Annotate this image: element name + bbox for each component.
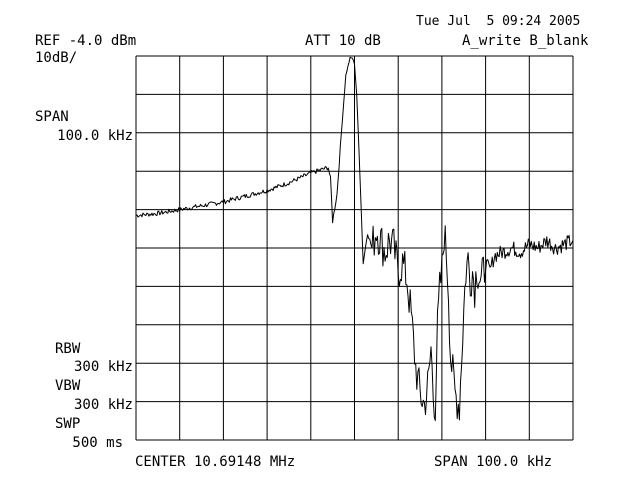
attenuation: ATT 10 dB	[305, 33, 381, 49]
reference-level: REF -4.0 dBm	[35, 33, 137, 49]
rbw-label: RBW	[55, 341, 81, 357]
graticule	[135, 55, 574, 441]
swp-label: SWP	[55, 416, 81, 432]
trace-a	[135, 56, 574, 422]
swp-value: 500 ms	[72, 435, 123, 451]
scale-per-division: 10dB/	[35, 50, 78, 66]
center-frequency: CENTER 10.69148 MHz	[135, 454, 296, 470]
span-value: 100.0 kHz	[57, 128, 133, 144]
trace-mode: A_write B_blank	[462, 33, 589, 49]
timestamp: Tue Jul 5 09:24 2005	[416, 14, 581, 29]
rbw-value: 300 kHz	[73, 359, 133, 375]
span-footer: SPAN 100.0 kHz	[434, 454, 553, 470]
vbw-label: VBW	[55, 378, 81, 394]
vbw-value: 300 kHz	[73, 397, 133, 413]
span-label: SPAN	[35, 109, 69, 125]
